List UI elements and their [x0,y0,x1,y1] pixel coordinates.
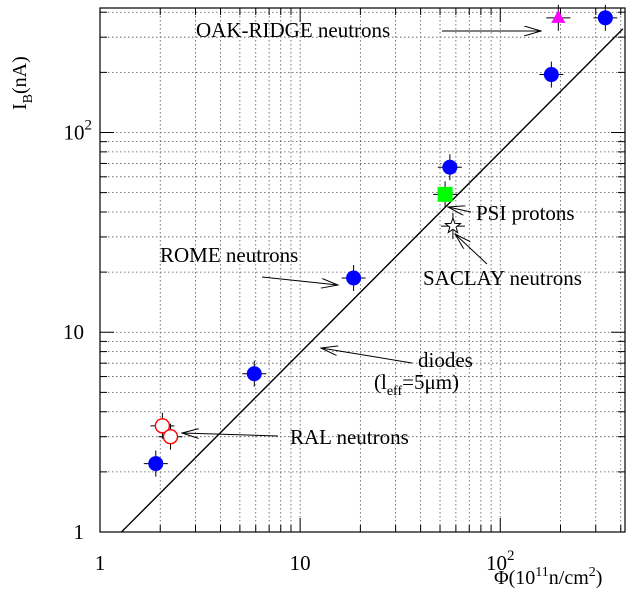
rome-neutrons-point [593,4,618,31]
x-axis-title: Φ(1011n/cm2) [494,565,602,589]
point-marker [551,9,566,23]
grid [100,8,625,532]
saclay-neutrons-point [440,213,465,240]
annotation-ral: RAL neutrons [290,425,409,449]
y-tick-label: 10 [63,320,84,344]
arrow-diodes [321,348,413,364]
y-tick-label: 102 [64,117,93,144]
annotation-rome: ROME neutrons [160,243,298,267]
rome-neutrons-point [437,154,462,181]
point-marker [154,418,171,434]
x-tick-label: 1 [95,551,106,575]
data-points [143,4,618,477]
y-tick-labels: 1 10 102 [63,117,92,544]
point-marker [443,216,462,234]
x-tick-label: 102 [486,548,515,575]
x-tick-labels: 1 10 102 [95,548,515,575]
point-marker [246,366,262,382]
annotation-diodes: diodes [418,348,473,372]
rome-neutrons-point [539,61,564,88]
point-marker [597,10,613,26]
diodes-reference-line [120,28,624,533]
arrow-rome [261,276,338,285]
x-tick-label: 10 [290,551,311,575]
rome-neutrons-point [341,264,366,291]
annotation-diodes-leff: (leff=5μm) [374,370,459,399]
axis-ticks [99,8,625,533]
annotation-psi: PSI protons [476,201,575,225]
plot-frame [99,7,626,533]
annotation-oak-ridge: OAK-RIDGE neutrons [196,18,390,42]
arrow-saclay [455,234,488,265]
y-axis-title: IB(nA) [9,56,36,110]
point-marker [437,186,453,202]
point-marker [162,428,179,445]
arrow-ral [182,433,279,436]
rome-neutrons-point [242,360,267,387]
point-marker [442,159,458,175]
point-marker [543,67,559,83]
point-marker [346,270,362,286]
arrow-psi [448,207,472,212]
rome-neutrons-point [143,450,168,477]
point-marker [148,456,164,472]
ral-neutrons-point [158,423,183,450]
annotations: OAK-RIDGE neutrons PSI protons ROME neut… [160,18,582,449]
y-tick-label: 1 [74,520,85,544]
psi-protons-point [433,181,458,208]
annotation-saclay: SACLAY neutrons [423,266,582,290]
oak-ridge-neutrons-point [546,4,571,31]
